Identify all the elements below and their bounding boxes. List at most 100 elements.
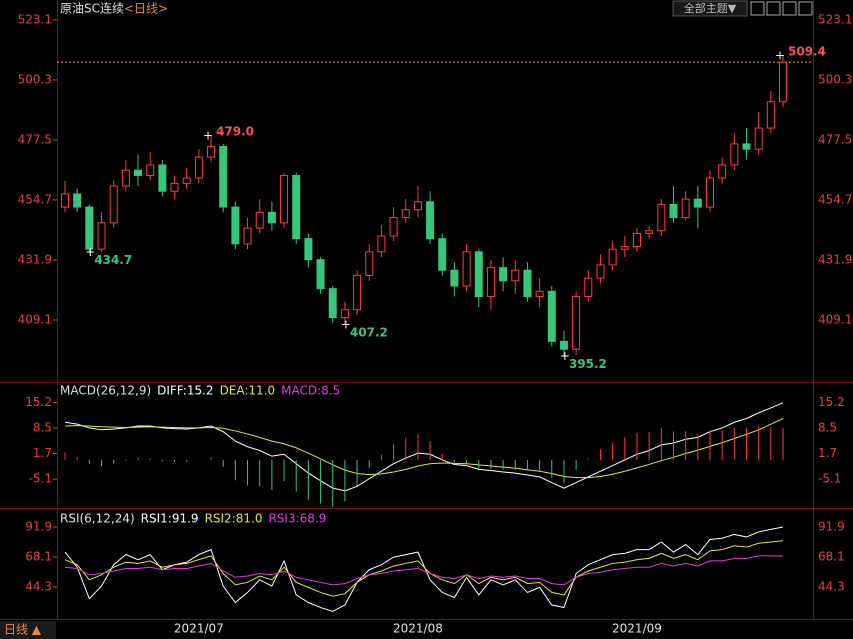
candle-body [766,101,775,129]
candle-body [693,198,702,208]
candle-body [85,206,94,250]
y-tick-label: -5.1 [29,472,52,486]
candle-body [316,259,325,290]
window-button[interactable] [798,1,813,16]
candle-body [304,238,313,261]
candle-body [499,267,508,282]
candle-body [194,156,203,179]
candle-body [572,296,581,350]
y-tick-label: 44.3 [25,579,52,593]
footer-period[interactable]: 日线 ▲ [4,623,42,637]
x-tick-label: 2021/09 [612,622,662,636]
high-label: 509.4 [788,44,826,58]
candle-body [170,182,179,192]
x-tick-label: 2021/07 [174,622,224,636]
y-tick-label: 523.1 [18,12,52,26]
candle-body [353,274,362,311]
y-tick-label-right: 500.3 [818,72,852,86]
y-tick-label-right: 68.1 [818,550,845,564]
candle-body [73,193,82,208]
candle-body [511,269,520,282]
legend-label: DIFF:15.2 [157,384,213,398]
y-tick-label: 500.3 [18,72,52,86]
candle-body [134,169,143,176]
toolbar [750,1,813,16]
candle-body [754,127,763,150]
legend-label: MACD:8.5 [281,384,340,398]
y-tick-label-right: 91.9 [818,520,845,534]
candle-body [146,164,155,176]
candle-body [182,177,191,184]
candle-body [109,185,118,224]
theme-button-label[interactable]: 全部主题▼ [684,1,737,15]
candle-body [559,340,568,350]
y-tick-label: 91.9 [25,520,52,534]
candle-body [547,290,556,342]
low-label: 407.2 [350,325,388,339]
y-tick-label: 15.2 [25,395,52,409]
candle-body [681,198,690,219]
indicator-line [64,540,784,597]
y-tick-label-right: 409.1 [818,312,852,326]
candle-body [207,146,216,158]
y-tick-label-right: 1.7 [818,446,837,460]
candle-body [632,232,641,248]
y-tick-label: 409.1 [18,312,52,326]
candle-body [243,227,252,245]
candle-body [97,222,106,250]
candle-body [328,288,337,319]
y-tick-label: 68.1 [25,550,52,564]
high-marker: + [775,48,785,62]
candle-body [779,61,787,103]
instrument-title: 原油SC连续 [60,1,124,16]
candle-body [340,309,349,319]
y-tick-label-right: -5.1 [818,472,841,486]
candle-body [413,201,422,211]
candle-body [292,174,301,240]
y-tick-label: 8.5 [33,420,52,434]
low-marker: + [341,317,351,331]
legend-label: RSI2:81.0 [205,512,263,526]
candle-body [705,177,714,208]
y-tick-label-right: 454.7 [818,192,852,206]
candle-body [462,251,471,287]
candle-body [657,203,666,232]
candle-body [730,143,739,166]
candle-body [474,251,483,298]
candle-body [608,248,617,266]
low-marker: + [560,349,570,363]
period-label: <日线> [124,2,168,16]
panel-title: MACD(26,12,9) [60,384,151,398]
indicator-line [64,418,784,479]
candle-body [450,269,459,287]
legend-label: RSI1:91.9 [141,512,199,526]
candle-body [669,203,678,219]
candle-body [426,201,435,240]
high-label: 479.0 [216,124,254,138]
theme-button[interactable] [672,0,748,17]
candle-body [219,146,228,208]
candle-body [523,269,532,298]
y-tick-label-right: 477.5 [818,132,852,146]
candle-body [389,217,398,237]
y-tick-label: 477.5 [18,132,52,146]
candle-body [231,206,240,245]
window-button[interactable] [782,1,797,16]
candle-body [158,164,167,192]
period-tab[interactable] [0,621,56,639]
candle-body [584,277,593,298]
candle-body [255,211,264,229]
zoom-button[interactable] [750,1,765,16]
zoom-button[interactable] [766,1,781,16]
y-tick-label-right: 44.3 [818,579,845,593]
candle-body [742,143,751,150]
candle-body [61,193,69,208]
candle-body [645,230,654,234]
candle-body [438,238,447,271]
candle-body [401,209,410,219]
candle-body [718,164,727,179]
candle-body [121,169,130,187]
y-tick-label-right: 8.5 [818,420,837,434]
